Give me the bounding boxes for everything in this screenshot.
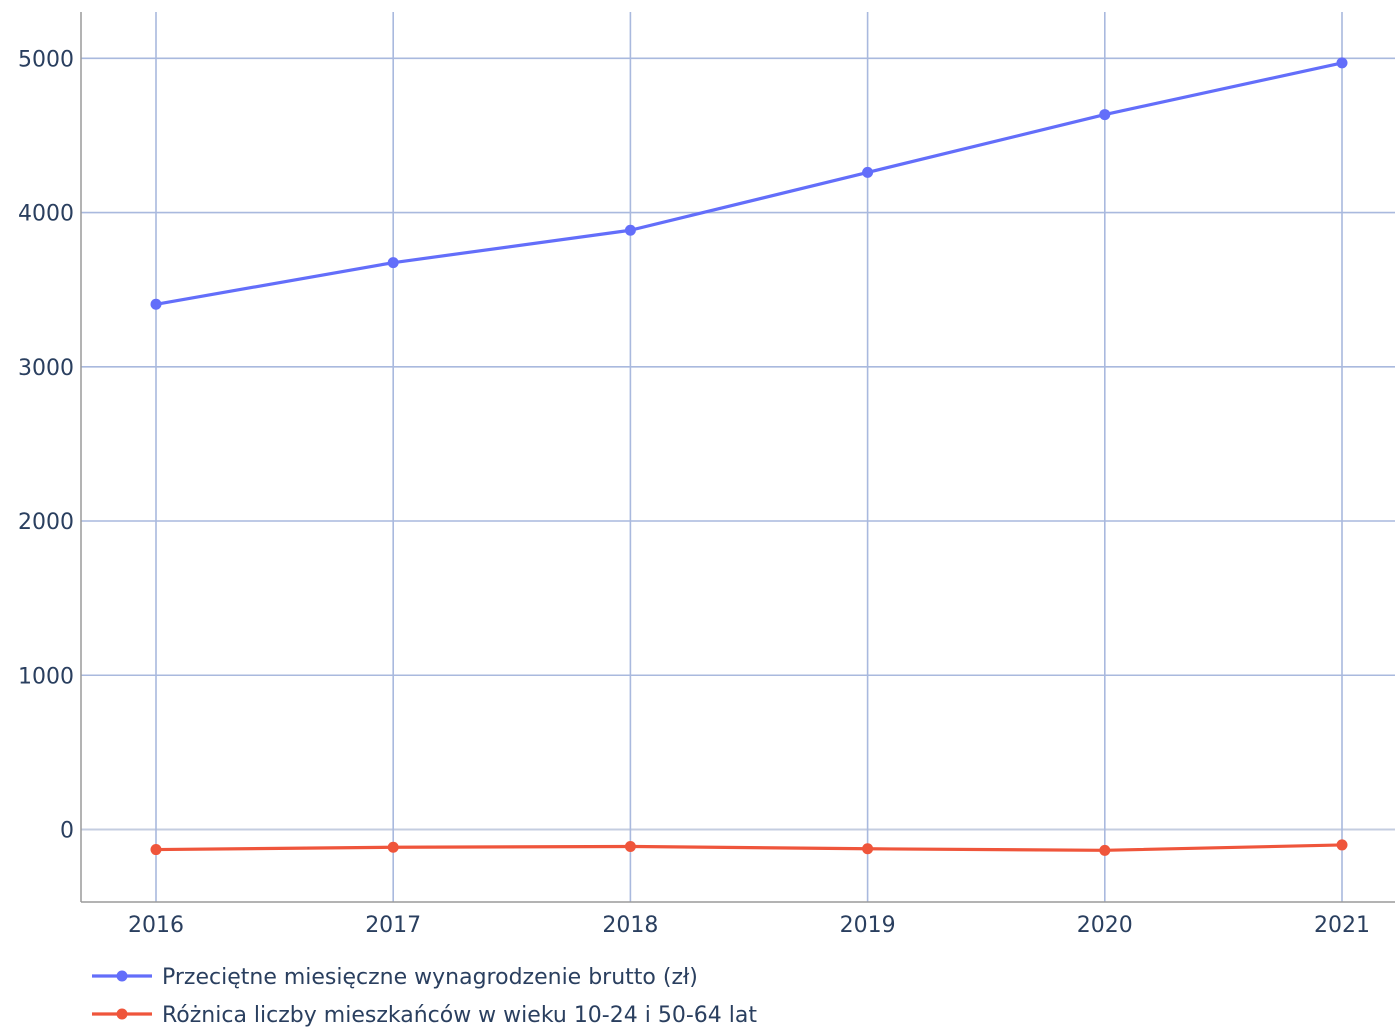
y-tick-label: 3000 bbox=[18, 356, 74, 381]
legend-label: Przeciętne miesięczne wynagrodzenie brut… bbox=[162, 965, 698, 990]
data-point bbox=[862, 843, 874, 855]
gridlines bbox=[81, 12, 1395, 902]
legend: Przeciętne miesięczne wynagrodzenie brut… bbox=[92, 965, 757, 1028]
data-point bbox=[1336, 839, 1348, 851]
data-point bbox=[624, 840, 636, 852]
x-tick-label: 2017 bbox=[365, 913, 421, 938]
legend-label: Różnica liczby mieszkańców w wieku 10-24… bbox=[162, 1003, 757, 1028]
x-tick-label: 2021 bbox=[1314, 913, 1370, 938]
x-tick-label: 2019 bbox=[840, 913, 896, 938]
y-tick-label: 0 bbox=[60, 819, 74, 844]
y-tick-label: 1000 bbox=[18, 664, 74, 689]
data-point bbox=[1099, 844, 1111, 856]
series-line-2 bbox=[155, 843, 1343, 852]
axes bbox=[80, 12, 1395, 903]
x-tick-label: 2018 bbox=[602, 913, 658, 938]
data-point bbox=[1336, 57, 1348, 69]
y-tick-label: 4000 bbox=[18, 202, 74, 227]
y-tick-labels: 0 1000 2000 3000 4000 5000 bbox=[18, 47, 74, 843]
legend-swatch-marker bbox=[116, 1008, 128, 1020]
x-tick-label: 2016 bbox=[128, 913, 184, 938]
x-tick-labels: 2016 2017 2018 2019 2020 2021 bbox=[128, 913, 1370, 938]
legend-swatch-marker bbox=[116, 970, 128, 982]
data-point bbox=[624, 224, 636, 236]
data-point bbox=[862, 166, 874, 178]
data-point bbox=[387, 841, 399, 853]
y-tick-label: 2000 bbox=[18, 510, 74, 535]
series-layer bbox=[150, 57, 1348, 856]
data-point bbox=[150, 844, 162, 856]
series-line-1 bbox=[155, 61, 1343, 306]
data-point bbox=[1099, 109, 1111, 121]
y-tick-label: 5000 bbox=[18, 47, 74, 72]
data-point bbox=[387, 257, 399, 269]
x-tick-label: 2020 bbox=[1077, 913, 1133, 938]
data-point bbox=[150, 298, 162, 310]
